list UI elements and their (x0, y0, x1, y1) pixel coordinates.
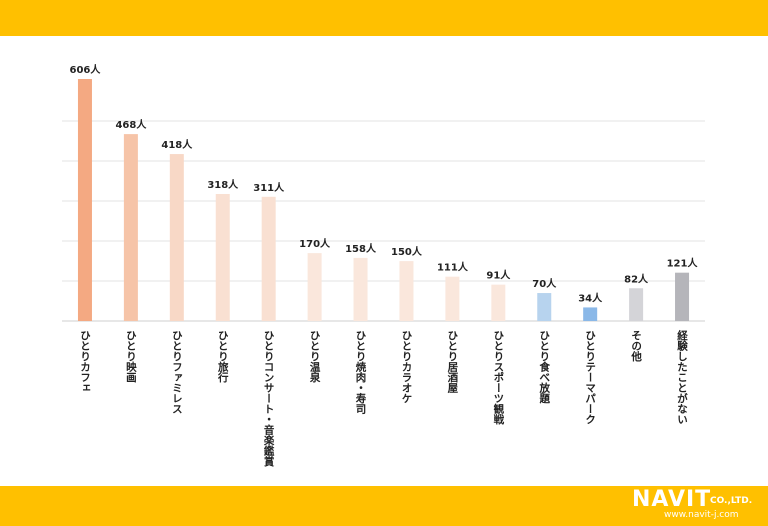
bar (169, 154, 184, 321)
category-label: ひとり食べ放題 (538, 330, 550, 404)
value-label: 82人 (624, 272, 649, 285)
bar (445, 276, 460, 321)
category-label: ひとりスポーツ観戦 (492, 330, 504, 425)
category-label: ひとり温泉 (309, 330, 321, 383)
value-label: 170人 (299, 237, 331, 250)
value-label: 150人 (391, 245, 423, 258)
category-label: 経験したことがない (676, 329, 688, 424)
bar (675, 272, 690, 321)
bar (77, 79, 92, 321)
navit-logo: NAVIT CO.,LTD. www.navit-j.com (632, 488, 764, 522)
bar (353, 257, 368, 321)
bar (261, 196, 276, 321)
value-label: 468人 (115, 118, 147, 131)
category-label: ひとりテーマパーク (584, 330, 596, 425)
category-label: ひとり焼肉・寿司 (355, 330, 367, 415)
bar (537, 293, 552, 321)
value-label: 70人 (532, 277, 557, 290)
value-label: 318人 (207, 178, 239, 191)
top-banner (0, 0, 768, 36)
category-label: ひとりコンサート・音楽鑑賞 (263, 330, 275, 467)
bar (399, 261, 414, 321)
value-label: 121人 (667, 257, 699, 270)
value-label: 34人 (578, 291, 603, 304)
logo-suffix: CO.,LTD. (710, 496, 753, 506)
bar (215, 194, 230, 321)
bar (583, 307, 598, 321)
category-label: ひとり旅行 (217, 330, 229, 383)
value-label: 606人 (70, 63, 102, 76)
category-label: ひとりカフェ (79, 330, 91, 393)
value-label: 418人 (161, 138, 193, 151)
bar (123, 134, 138, 321)
logo-brand: NAVIT (632, 487, 712, 512)
category-label: ひとり映画 (125, 330, 137, 383)
bar (307, 253, 322, 321)
bottom-banner (0, 486, 768, 526)
value-label: 111人 (437, 261, 469, 274)
logo-url: www.navit-j.com (664, 510, 739, 520)
category-label: ひとりファミレス (171, 330, 183, 414)
bar (629, 288, 644, 321)
value-label: 158人 (345, 242, 377, 255)
category-label: ひとりカラオケ (400, 330, 412, 404)
bar (491, 284, 506, 321)
value-label: 311人 (253, 181, 285, 194)
category-label: ひとり居酒屋 (446, 330, 458, 394)
value-label: 91人 (486, 269, 511, 282)
category-label: その他 (630, 330, 642, 362)
